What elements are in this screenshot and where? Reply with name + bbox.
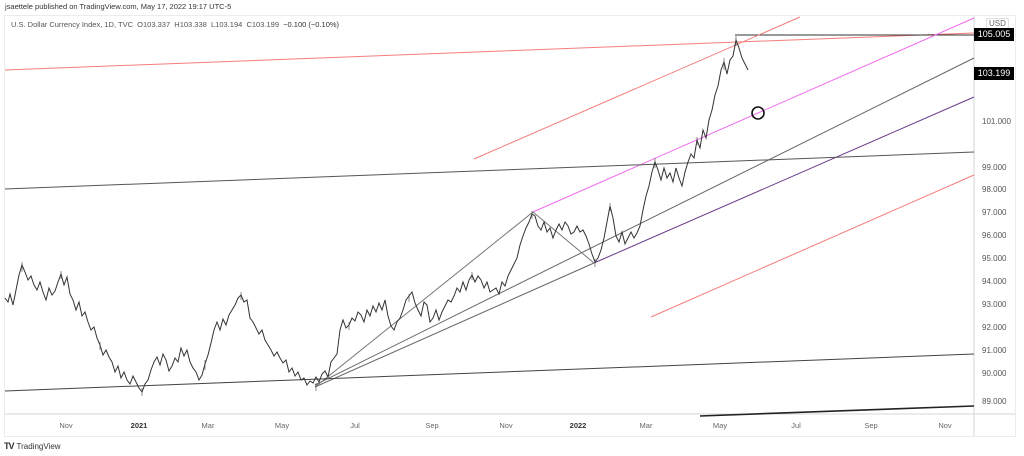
trendline-bottom[interactable] [699, 405, 975, 417]
price-label: 94.000 [982, 277, 1007, 286]
trendline-gray-mid[interactable] [4, 151, 975, 190]
trendline-red-channel-top[interactable] [473, 16, 801, 160]
price-series [4, 36, 749, 396]
brand-name: TradingView [16, 441, 61, 451]
time-label: Nov [938, 421, 952, 430]
time-label: Jul [791, 421, 801, 430]
price-label: 91.000 [982, 346, 1007, 355]
price-bars [4, 38, 749, 394]
trendline-gray-lower[interactable] [314, 262, 595, 388]
time-label: Sep [864, 421, 878, 430]
pitchfork-leg[interactable] [532, 211, 595, 264]
time-label: Mar [201, 421, 215, 430]
symbol-name: U.S. Dollar Currency Index, 1D, TVC [11, 20, 133, 29]
ohlc-close: C103.199 [246, 20, 279, 29]
symbol-legend: U.S. Dollar Currency Index, 1D, TVC O103… [11, 20, 339, 29]
time-label: Nov [59, 421, 73, 430]
trendline-purple[interactable] [593, 96, 975, 264]
time-label: Jul [350, 421, 360, 430]
trendline-red-upper[interactable] [4, 32, 975, 71]
price-bar-ticks [21, 36, 737, 396]
price-label: 101.000 [982, 117, 1011, 126]
price-change: −0.100 (−0.10%) [283, 20, 340, 29]
time-label: May [274, 421, 290, 430]
time-label: Sep [425, 421, 439, 430]
price-label: 89.000 [982, 397, 1007, 406]
chart-frame [4, 15, 1016, 437]
price-badge-last: 103.199 [974, 67, 1014, 80]
price-label: 96.000 [982, 231, 1007, 240]
price-label: 90.000 [982, 369, 1007, 378]
time-label: May [712, 421, 728, 430]
publisher-info: jsaettele published on TradingView.com, … [5, 2, 232, 11]
price-label: 92.000 [982, 323, 1007, 332]
trendline-red-channel-bottom[interactable] [650, 174, 975, 318]
time-label-year: 2021 [130, 421, 148, 430]
time-label: Nov [499, 421, 513, 430]
target-circle-marker[interactable] [751, 106, 765, 120]
trendline-gray-median[interactable] [314, 57, 975, 386]
price-label: 97.000 [982, 208, 1007, 217]
price-badge-high: 105.005 [974, 28, 1014, 41]
price-label: 93.000 [982, 300, 1007, 309]
ohlc-open: O103.337 [137, 20, 171, 29]
trendlines [4, 16, 975, 417]
trendline-magenta[interactable] [532, 17, 975, 213]
tradingview-brand[interactable]: TV TradingView [4, 441, 61, 451]
time-label-year: 2022 [569, 421, 587, 430]
ohlc-low: L103.194 [211, 20, 243, 29]
pitchfork-handle[interactable] [314, 211, 534, 388]
price-label: 99.000 [982, 163, 1007, 172]
ohlc-high: H103.338 [174, 20, 207, 29]
trendline-support[interactable] [4, 353, 975, 392]
price-label: 98.000 [982, 185, 1007, 194]
price-label: 95.000 [982, 254, 1007, 263]
tradingview-logo-icon: TV [4, 441, 14, 451]
time-label: Mar [639, 421, 653, 430]
